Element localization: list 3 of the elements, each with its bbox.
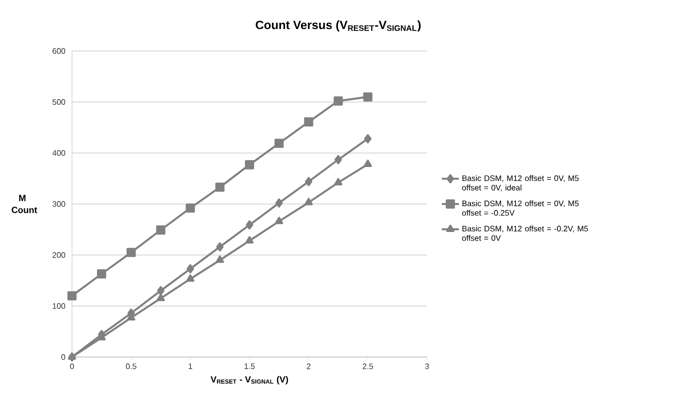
x-axis-title: V$_{RESET}$ - V$_{SIGNAL}$ (V): [210, 376, 288, 384]
y-axis-title: M Count: [12, 194, 38, 214]
chart-title: Count Versus (V$_{RESET}$-V$_{SIGNAL}$): [256, 20, 421, 32]
